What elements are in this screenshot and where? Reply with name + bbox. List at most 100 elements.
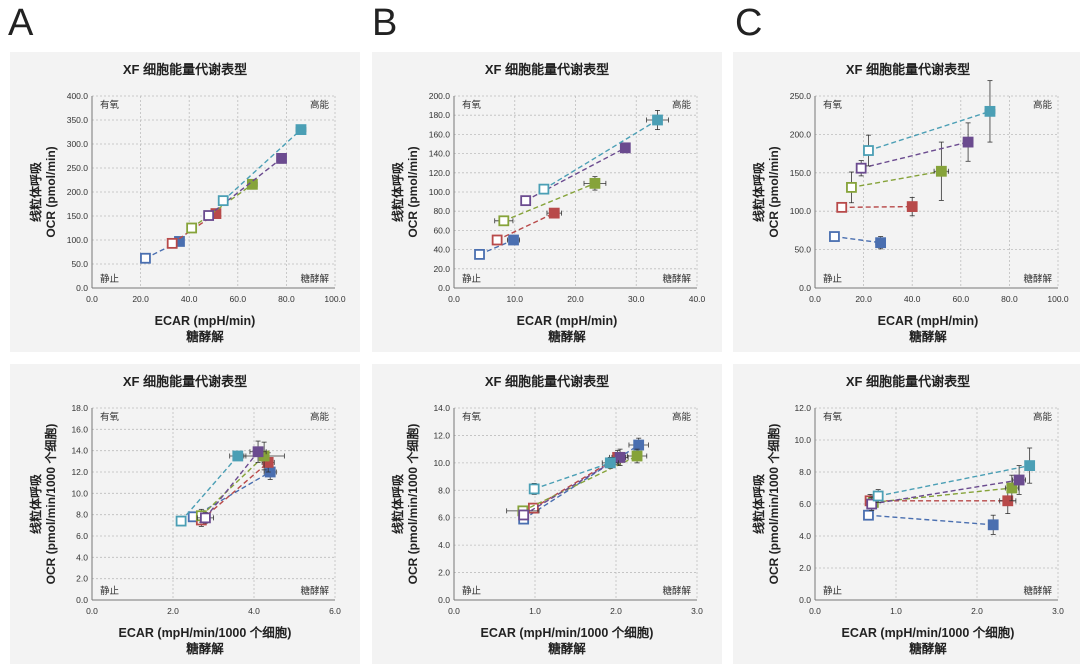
x-tick-label: 3.0 [691,606,703,616]
x-tick-label: 0.0 [448,294,460,304]
y-tick-label: 80.0 [433,206,450,216]
y-tick-label: 8.0 [76,510,88,520]
baseline-point-purple [199,512,211,524]
stressed-point-teal [652,114,663,126]
y-tick-label: 120.0 [429,168,451,178]
y-tick-label: 200.0 [67,187,89,197]
quadrant-label-quiescent: 静止 [823,585,843,597]
stressed-point-purple [252,446,264,458]
series-connector-green [851,170,942,189]
quadrant-label-energetic: 高能 [672,99,692,111]
quadrant-label-aerobic: 有氧 [100,411,120,423]
chart-title: XF 细胞能量代谢表型 [484,62,610,77]
y-tick-label: 14.0 [433,403,450,413]
y-tick-label: 400.0 [67,91,89,101]
stressed-point-purple [962,136,974,148]
x-tick-label: 40.0 [181,294,198,304]
series-connector-red [496,212,555,241]
series-connector-blue [192,471,271,518]
y-axis-title: 线粒体呼吸 OCR (pmol/min/1000 个细胞) [752,404,782,604]
x-axis-title-line: 糖酵解 [548,642,586,656]
y-tick-label: 180.0 [429,110,451,120]
quadrant-label-quiescent: 静止 [100,585,120,597]
y-axis-title-line: OCR (pmol/min/1000 个细胞) [767,423,781,585]
y-axis-title-line: OCR (pmol/min/1000 个细胞) [406,423,420,585]
baseline-point-red [527,502,539,514]
x-axis-title: ECAR (mpH/min) 糖酵解 [10,313,360,345]
x-axis-title-line: ECAR (mpH/min/1000 个细胞) [118,626,292,640]
quadrant-label-glycolytic: 糖酵解 [1023,273,1052,285]
y-tick-label: 10.0 [71,488,88,498]
x-axis-title: ECAR (mpH/min/1000 个细胞) 糖酵解 [372,625,722,657]
quadrant-label-quiescent: 静止 [462,273,482,285]
quadrant-label-aerobic: 有氧 [823,411,843,423]
baseline-point-blue [829,231,840,242]
x-axis-title-line: 糖酵解 [909,330,947,344]
quadrant-label-aerobic: 有氧 [100,99,120,111]
x-tick-label: 0.0 [86,606,98,616]
stressed-point-blue [875,237,887,249]
y-tick-label: 160.0 [429,129,451,139]
quadrant-label-energetic: 高能 [672,411,692,423]
quadrant-label-glycolytic: 糖酵解 [300,585,329,597]
stressed-point-teal [1024,460,1036,471]
x-tick-label: 80.0 [278,294,295,304]
x-tick-label: 2.0 [610,606,622,616]
series-connector-purple [871,479,1020,505]
y-tick-label: 350.0 [67,115,89,125]
series-connector-blue [479,239,514,256]
y-tick-label: 10.0 [433,458,450,468]
x-tick-label: 1.0 [529,606,541,616]
y-axis-title-line: 线粒体呼吸 [391,474,405,535]
stressed-point-teal [232,450,244,462]
series-connector-green [522,455,638,512]
y-axis-title: 线粒体呼吸 OCR (pmol/min/1000 个细胞) [29,404,59,604]
y-tick-label: 8.0 [799,467,811,477]
y-axis-title-line: OCR (pmol/min) [44,146,58,238]
x-tick-label: 6.0 [329,606,341,616]
quadrant-label-quiescent: 静止 [823,273,843,285]
y-tick-label: 4.0 [438,540,450,550]
y-tick-label: 0.0 [438,595,450,605]
chart-title: XF 细胞能量代谢表型 [845,62,971,77]
y-tick-label: 0.0 [799,595,811,605]
series-connector-purple [204,451,259,519]
series-connector-purple [861,141,969,169]
baseline-point-green [498,215,510,227]
x-tick-label: 0.0 [809,294,821,304]
y-tick-label: 2.0 [438,568,450,578]
series-connector-blue [868,514,994,526]
chart-svg: 0.0 20.0 40.0 60.0 80.0 100.0 120.0 140.0 160.0 1… [429,91,706,304]
y-tick-label: 0.0 [76,283,88,293]
series-connector-teal [222,129,302,202]
chart-svg: 0.0 2.0 4.0 6.0 8.0 10.0 12.0 0.0 1.0 2.0 3.0 有氧 高能静… [794,403,1064,616]
x-tick-label: 2.0 [971,606,983,616]
stressed-point-blue [987,519,999,531]
chart-C-bottom: XF 细胞能量代谢表型 0.0 2.0 4.0 6.0 8.0 10.0 12.0 0.0 1.0… [733,364,1080,664]
x-tick-label: 60.0 [230,294,247,304]
series-connector-purple [523,456,621,516]
series-connector-teal [543,119,658,190]
y-tick-label: 2.0 [76,574,88,584]
stressed-point-green [1006,482,1018,494]
y-axis-title-line: 线粒体呼吸 [29,474,43,535]
x-axis-title-line: ECAR (mpH/min/1000 个细胞) [480,626,654,640]
y-axis-title-line: OCR (pmol/min) [767,146,781,238]
y-tick-label: 6.0 [799,499,811,509]
quadrant-label-glycolytic: 糖酵解 [300,273,329,285]
x-axis-title-line: 糖酵解 [186,642,224,656]
y-tick-label: 4.0 [76,552,88,562]
stressed-point-red [548,207,560,219]
chart-B-bottom: XF 细胞能量代谢表型 0.0 2.0 4.0 6.0 8.0 10.0 12.0 14.0 0.… [372,364,722,664]
series-connector-teal [533,462,611,490]
x-tick-label: 4.0 [248,606,260,616]
x-axis-title: ECAR (mpH/min) 糖酵解 [372,313,722,345]
quadrant-label-energetic: 高能 [310,99,330,111]
chart-C-top: XF 细胞能量代谢表型 0.0 50.0 100.0 150.0 200.0 250.0 0.… [733,52,1080,352]
chart-svg: 0.0 50.0 100.0 150.0 200.0 250.0 0.0 20.0 40.0 60… [790,80,1069,304]
chart-title: XF 细胞能量代谢表型 [122,374,248,389]
y-tick-label: 0.0 [799,283,811,293]
x-axis-title: ECAR (mpH/min/1000 个细胞) 糖酵解 [10,625,360,657]
x-tick-label: 60.0 [953,294,970,304]
y-tick-label: 6.0 [438,513,450,523]
